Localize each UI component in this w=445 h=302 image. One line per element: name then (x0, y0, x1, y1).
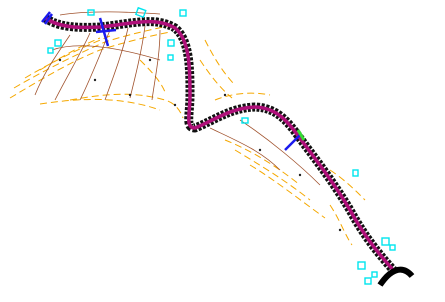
survey-point (149, 59, 151, 61)
survey-point (339, 229, 341, 231)
survey-point (224, 94, 226, 96)
survey-point (174, 104, 176, 106)
survey-point (299, 174, 301, 176)
cad-drawing (0, 0, 445, 302)
survey-point (59, 59, 61, 61)
survey-point (129, 94, 131, 96)
survey-point (94, 79, 96, 81)
background (0, 0, 445, 302)
survey-point (259, 149, 261, 151)
page (0, 0, 445, 302)
